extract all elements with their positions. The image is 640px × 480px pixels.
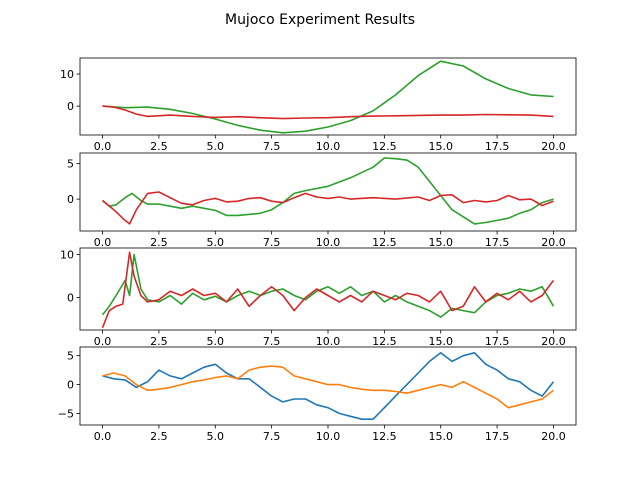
y-tick-label: 5	[67, 158, 74, 171]
x-tick-label: 5.0	[207, 236, 225, 249]
x-tick-label: 7.5	[263, 236, 281, 249]
series-line-red	[101, 191, 554, 225]
x-tick-label: 0.0	[94, 140, 112, 153]
x-tick-label: 0.0	[94, 236, 112, 249]
x-tick-label: 7.5	[263, 335, 281, 348]
axes-frame	[79, 57, 577, 136]
x-tick-label: 12.5	[372, 140, 397, 153]
x-tick-label: 0.0	[94, 335, 112, 348]
series-line-green	[101, 157, 554, 225]
x-tick-label: 2.5	[150, 430, 168, 443]
x-tick-label: 12.5	[372, 236, 397, 249]
x-tick-label: 5.0	[207, 140, 225, 153]
x-tick-label: 2.5	[150, 140, 168, 153]
x-tick-label: 7.5	[263, 140, 281, 153]
x-tick-label: 17.5	[485, 335, 510, 348]
figure-title: Mujoco Experiment Results	[225, 12, 415, 28]
x-tick-label: 20.0	[541, 140, 566, 153]
x-tick-label: 10.0	[316, 335, 341, 348]
x-tick-label: 5.0	[207, 430, 225, 443]
x-tick-label: 0.0	[94, 430, 112, 443]
y-tick-label: 0	[67, 100, 74, 113]
x-tick-label: 12.5	[372, 430, 397, 443]
series-line-red	[102, 105, 554, 120]
x-tick-label: 17.5	[485, 140, 510, 153]
y-tick-label: 10	[60, 248, 74, 261]
axes-frame	[79, 346, 577, 426]
y-tick-label: 5	[67, 350, 74, 363]
y-tick-label: 0	[67, 379, 74, 392]
x-tick-label: 10.0	[316, 430, 341, 443]
axes-group: 0.0 2.5 5.0 7.5 10.0 12.5 15.0 17.5 20.0 0 10 0.0 2.…	[58, 57, 577, 443]
y-tick-label: 0	[67, 292, 74, 305]
series-line-red	[101, 251, 555, 329]
subplot-2: 0.0 2.5 5.0 7.5 10.0 12.5 15.0 17.5 20.0 0 5	[67, 152, 577, 249]
x-tick-label: 15.0	[428, 140, 453, 153]
x-tick-label: 20.0	[541, 236, 566, 249]
x-tick-label: 15.0	[428, 430, 453, 443]
subplot-1: 0.0 2.5 5.0 7.5 10.0 12.5 15.0 17.5 20.0 0 10	[60, 57, 577, 153]
series-line-orange	[102, 365, 554, 409]
x-tick-label: 12.5	[372, 335, 397, 348]
x-tick-label: 5.0	[207, 335, 225, 348]
x-tick-label: 15.0	[428, 335, 453, 348]
x-tick-label: 17.5	[485, 236, 510, 249]
x-tick-label: 20.0	[541, 335, 566, 348]
subplot-4: 0.0 2.5 5.0 7.5 10.0 12.5 15.0 17.5 20.0 −5 0 5	[58, 346, 577, 443]
x-tick-label: 2.5	[150, 335, 168, 348]
axes-frame	[79, 152, 577, 232]
axes-frame	[79, 247, 577, 331]
x-tick-label: 2.5	[150, 236, 168, 249]
series-line-blue	[102, 351, 555, 421]
series-line-green	[102, 60, 554, 134]
x-tick-label: 10.0	[316, 140, 341, 153]
x-tick-label: 7.5	[263, 430, 281, 443]
x-tick-label: 17.5	[485, 430, 510, 443]
subplot-3: 0.0 2.5 5.0 7.5 10.0 12.5 15.0 17.5 20.0 0 10	[60, 247, 577, 348]
series-line-green	[101, 253, 555, 318]
y-tick-label: 0	[67, 193, 74, 206]
y-tick-label: 10	[60, 68, 74, 81]
y-tick-label: −5	[58, 407, 74, 420]
x-tick-label: 10.0	[316, 236, 341, 249]
x-tick-label: 15.0	[428, 236, 453, 249]
x-tick-label: 20.0	[541, 430, 566, 443]
